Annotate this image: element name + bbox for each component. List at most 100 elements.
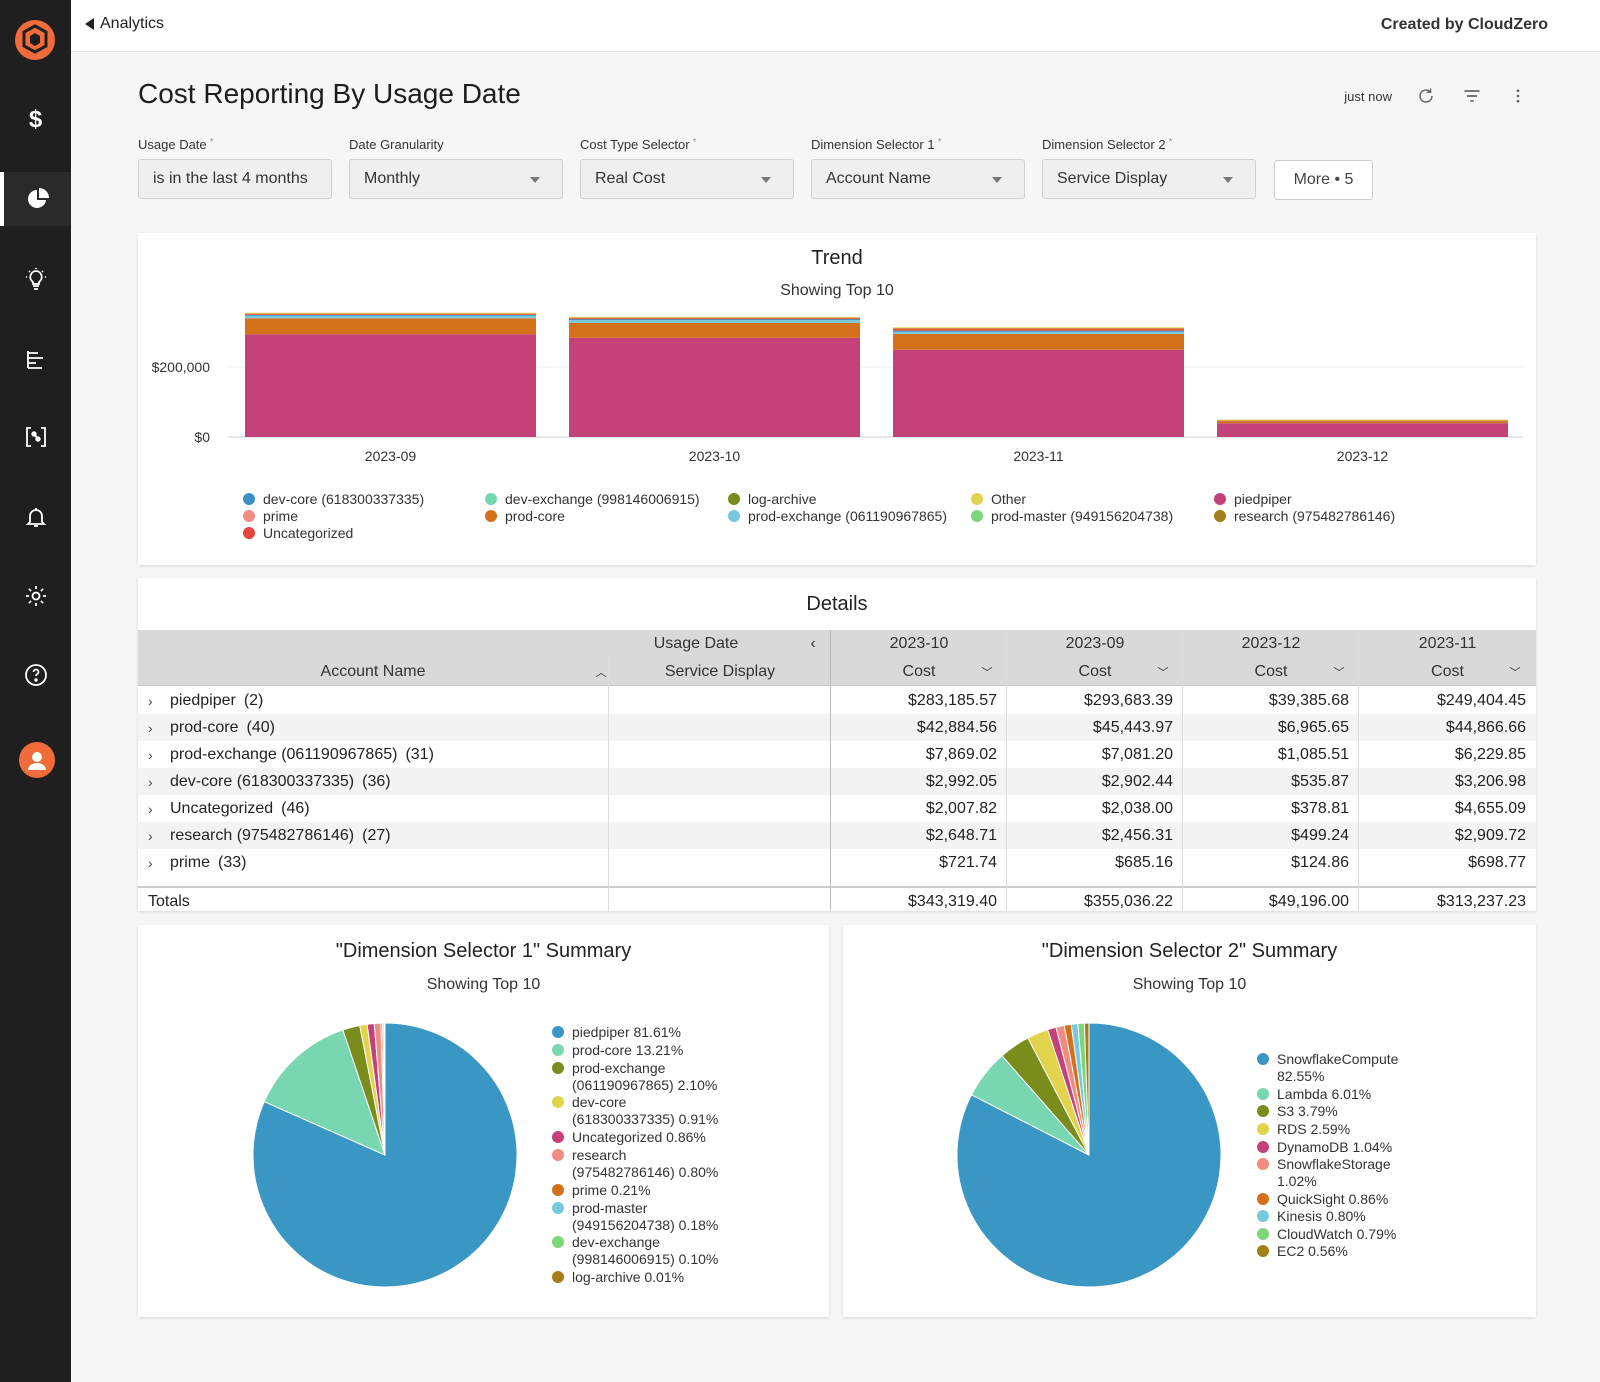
table-row[interactable]: › dev-core (618300337335) (36) $2,992.05 $2,… [138,768,1536,795]
pie-slice[interactable] [263,1029,386,1156]
bar-segment[interactable] [1217,423,1508,437]
legend-item[interactable]: prod-master (949156204738) 0.18% [552,1200,722,1234]
dimension-selector-2-select[interactable]: Service Display [1042,159,1256,199]
nav-analytics-icon[interactable] [0,172,71,226]
service-display-column-header[interactable]: Service Display [664,663,776,680]
legend-item[interactable]: dev-exchange (998146006915) [485,491,700,508]
chevron-down-icon[interactable]: ﹀ [1333,667,1345,679]
more-options-kebab-icon[interactable] [1506,84,1530,108]
expand-chevron-right-icon[interactable]: › [148,773,153,790]
cost-column-header[interactable]: Cost [1431,663,1464,680]
chevron-down-icon[interactable]: ﹀ [981,667,993,679]
bar-segment[interactable] [1217,419,1508,421]
bar-segment[interactable] [569,320,860,323]
table-row[interactable]: › prod-exchange (061190967865) (31) $7,869.… [138,741,1536,768]
filter-icon[interactable] [1460,84,1484,108]
collapse-chevron-left-icon[interactable]: ‹ [810,635,816,652]
bar-segment[interactable] [245,315,536,319]
back-to-analytics-link[interactable]: Analytics [85,15,164,33]
legend-item[interactable]: log-archive 0.01% [552,1269,722,1286]
bar-segment[interactable] [893,331,1184,335]
legend-item[interactable]: piedpiper 81.61% [552,1024,722,1041]
legend-item[interactable]: SnowflakeCompute 82.55% [1257,1051,1427,1085]
table-row[interactable]: › Uncategorized (46) $2,007.82 $2,038.00 $378… [138,795,1536,822]
legend-item[interactable]: prod-core [485,508,565,525]
legend-item[interactable]: RDS 2.59% [1257,1121,1427,1138]
expand-chevron-right-icon[interactable]: › [148,746,153,763]
legend-item[interactable]: prod-exchange (061190967865) 2.10% [552,1060,722,1094]
legend-item[interactable]: CloudWatch 0.79% [1257,1226,1427,1243]
user-avatar-icon[interactable] [19,742,55,778]
bar-segment[interactable] [569,316,860,318]
nav-dimensions-icon[interactable] [0,410,71,464]
expand-chevron-right-icon[interactable]: › [148,719,153,736]
chevron-down-icon[interactable]: ﹀ [1157,667,1169,679]
bar-segment[interactable] [893,349,1184,437]
legend-item[interactable]: Kinesis 0.80% [1257,1208,1427,1225]
legend-item[interactable]: Other [971,491,1026,508]
table-row[interactable]: › prime (33) $721.74 $685.16 $124.86 $698.77 [138,849,1536,876]
legend-item[interactable]: Uncategorized [243,525,353,542]
legend-item[interactable]: prod-exchange (061190967865) [728,508,947,525]
bar-segment[interactable] [245,314,536,315]
bar-segment[interactable] [569,319,860,321]
legend-item[interactable]: DynamoDB 1.04% [1257,1139,1427,1156]
pie-slice[interactable] [1083,1022,1090,1156]
bar-segment[interactable] [893,327,1184,329]
bar-segment[interactable] [245,318,536,335]
expand-chevron-right-icon[interactable]: › [148,692,153,709]
legend-item[interactable]: prime [243,508,298,525]
legend-item[interactable]: dev-exchange (998146006915) 0.10% [552,1234,722,1268]
table-row[interactable]: › research (975482786146) (27) $2,648.71 $2,… [138,822,1536,849]
legend-item[interactable]: SnowflakeStorage 1.02% [1257,1156,1427,1190]
bar-segment[interactable] [893,327,1184,329]
legend-item[interactable]: piedpiper [1214,491,1292,508]
nav-alerts-bell-icon[interactable] [0,490,71,544]
cost-column-header[interactable]: Cost [902,663,936,680]
legend-item[interactable]: prime 0.21% [552,1182,722,1199]
cost-type-select[interactable]: Real Cost [580,159,794,199]
table-row[interactable]: › prod-core (40) $42,884.56 $45,443.97 $6,965… [138,714,1536,741]
cost-column-header[interactable]: Cost [1078,663,1112,680]
account-name-column-header[interactable]: Account Name [320,663,426,680]
pie-slice[interactable] [252,1022,518,1288]
nav-billing-icon[interactable]: $ [28,106,43,133]
expand-chevron-right-icon[interactable]: › [148,827,153,844]
table-row[interactable]: › piedpiper (2) $283,185.57 $293,683.39 $39,3… [138,687,1536,714]
chevron-down-icon[interactable]: ﹀ [1509,667,1521,679]
bar-segment[interactable] [245,314,536,316]
bar-segment[interactable] [893,334,1184,350]
legend-item[interactable]: dev-core (618300337335) [243,491,424,508]
nav-settings-gear-icon[interactable] [0,569,71,623]
expand-chevron-right-icon[interactable]: › [148,800,153,817]
bar-segment[interactable] [245,312,536,314]
cloudzero-logo-icon[interactable] [13,18,57,62]
legend-item[interactable]: prod-core 13.21% [552,1042,722,1059]
bar-segment[interactable] [569,337,860,437]
bar-segment[interactable] [569,322,860,338]
date-granularity-select[interactable]: Monthly [349,159,563,199]
legend-item[interactable]: Uncategorized 0.86% [552,1129,722,1146]
bar-segment[interactable] [893,329,1184,331]
legend-item[interactable]: research (975482786146) [1214,508,1395,525]
bar-segment[interactable] [245,334,536,437]
legend-item[interactable]: EC2 0.56% [1257,1243,1427,1260]
sort-up-icon[interactable]: ︿ [595,667,607,679]
legend-item[interactable]: log-archive [728,491,816,508]
nav-reports-icon[interactable] [0,332,71,386]
usage-date-selector[interactable]: is in the last 4 months [138,159,332,199]
more-filters-button[interactable]: More • 5 [1274,160,1373,200]
cost-column-header[interactable]: Cost [1254,663,1288,680]
refresh-icon[interactable] [1414,84,1438,108]
nav-help-icon[interactable] [0,648,71,702]
nav-insights-lightbulb-icon[interactable] [0,253,71,307]
legend-item[interactable]: dev-core (618300337335) 0.91% [552,1094,722,1128]
expand-chevron-right-icon[interactable]: › [148,854,153,871]
legend-item[interactable]: QuickSight 0.86% [1257,1191,1427,1208]
legend-item[interactable]: research (975482786146) 0.80% [552,1147,722,1181]
dimension-selector-1-select[interactable]: Account Name [811,159,1025,199]
bar-segment[interactable] [1217,420,1508,424]
bar-segment[interactable] [893,330,1184,332]
legend-item[interactable]: S3 3.79% [1257,1103,1427,1120]
bar-segment[interactable] [569,318,860,320]
